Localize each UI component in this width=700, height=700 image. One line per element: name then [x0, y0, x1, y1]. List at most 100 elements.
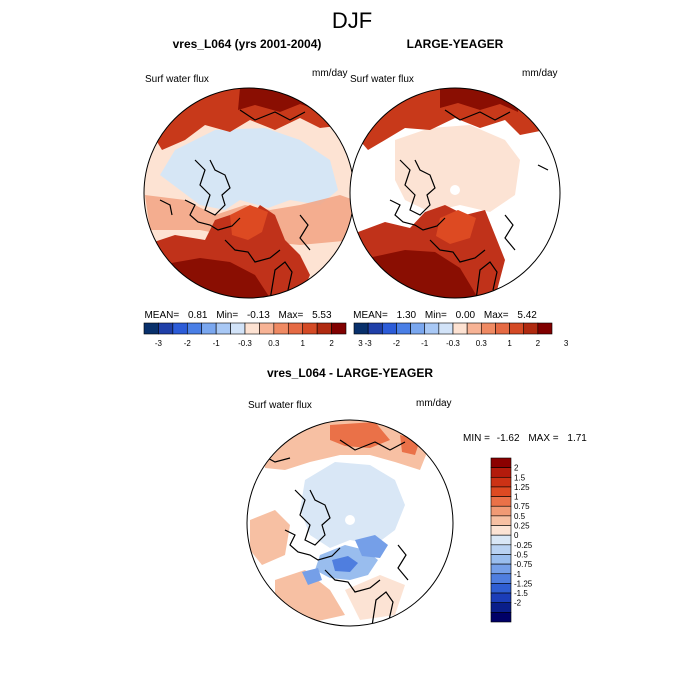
panel-difference-min-label: MIN =	[463, 433, 490, 444]
panel-left-colorbar-swatch	[201, 322, 217, 335]
panel-difference-colorbar-label: 1.25	[514, 483, 530, 492]
panel-difference-max-label: MAX =	[528, 433, 558, 444]
panel-difference-field-label: Surf water flux	[248, 400, 312, 411]
panel-right-mean-value: 1.30	[397, 310, 417, 321]
panel-left-mean-label: MEAN=	[144, 310, 179, 321]
panel-difference-map-border	[246, 419, 454, 627]
panel-right-title: LARGE-YEAGER	[407, 37, 504, 51]
panel-left-min-value: -0.13	[247, 310, 270, 321]
panel-right-colorbar-label: -2	[393, 339, 401, 348]
panel-difference-colorbar-label: -0.75	[514, 560, 533, 569]
panel-left-colorbar-swatch	[158, 322, 174, 335]
panel-difference-colorbar-label: -2	[514, 599, 522, 608]
panel-difference-units: mm/day	[416, 398, 452, 409]
panel-difference-colorbar-swatch	[490, 486, 512, 497]
panel-difference-colorbar-swatch	[490, 544, 512, 555]
panel-difference-colorbar-swatch	[490, 515, 512, 526]
panel-right-colorbar-label: 0.3	[476, 339, 488, 348]
panel-left-mean-value: 0.81	[188, 310, 208, 321]
panel-difference-colorbar-label: -1.25	[514, 579, 533, 588]
panel-difference-colorbar-label: -0.25	[514, 541, 533, 550]
panel-difference-colorbar-swatch	[490, 525, 512, 536]
panel-left-colorbar: -3 -2 -1 -0.3 0.3 1 2 3	[143, 322, 363, 348]
panel-right-colorbar-label: 3	[564, 339, 569, 348]
panel-difference-colorbar-label: 2	[514, 464, 519, 473]
panel-difference-colorbar-swatch	[490, 602, 512, 613]
panel-left-map	[144, 88, 354, 298]
panel-right-colorbar-swatch	[466, 322, 482, 335]
panel-right: LARGE-YEAGER Surf water flux mm/day	[349, 37, 569, 348]
panel-right-mean-label: MEAN=	[353, 310, 388, 321]
panel-right-field-label: Surf water flux	[350, 74, 414, 85]
panel-difference-colorbar-label: -0.5	[514, 550, 528, 559]
panel-difference-colorbar-swatch	[490, 573, 512, 584]
panel-left-colorbar-swatch	[259, 322, 275, 335]
panel-left-colorbar-swatch	[143, 322, 159, 335]
panel-right-units: mm/day	[522, 68, 558, 79]
panel-left-colorbar-swatch	[273, 322, 289, 335]
panel-left-colorbar-label: -2	[184, 339, 192, 348]
panel-difference-colorbar-swatch	[490, 505, 512, 517]
panel-left-max-label: Max=	[279, 310, 304, 321]
panel-left-colorbar-swatch	[186, 322, 203, 335]
panel-difference-colorbar-swatch	[490, 583, 512, 594]
panel-difference-colorbar-swatch	[490, 496, 512, 507]
panel-left-min-label: Min=	[216, 310, 238, 321]
panel-right-colorbar: -3 -2 -1 -0.3 0.3 1 2 3	[353, 322, 569, 348]
panel-right-map-border	[349, 87, 561, 299]
panel-difference-colorbar-label: 1.5	[514, 473, 526, 482]
panel-right-map	[350, 88, 560, 298]
panel-right-min-label: Min=	[425, 310, 447, 321]
panel-right-max-label: Max=	[484, 310, 509, 321]
panel-difference-colorbar: 21.51.2510.750.50.250-0.25-0.5-0.75-1-1.…	[490, 457, 533, 623]
panel-difference-colorbar-swatch	[490, 563, 512, 575]
panel-left-colorbar-swatch	[230, 322, 246, 335]
panel-right-colorbar-swatch	[438, 322, 454, 335]
panel-difference-max-value: 1.71	[567, 433, 587, 444]
panel-difference-coastlines	[261, 439, 409, 626]
panel-difference-colorbar-label: 0	[514, 531, 519, 540]
panel-difference-colorbar-swatch	[490, 534, 512, 546]
panel-right-colorbar-swatch	[495, 322, 510, 335]
panel-left-colorbar-swatch	[302, 322, 318, 335]
panel-right-colorbar-swatch	[424, 322, 440, 335]
panel-right-colorbar-swatch	[410, 322, 426, 335]
panel-difference-colorbar-label: -1	[514, 570, 522, 579]
panel-left-colorbar-label: -3	[155, 339, 163, 348]
panel-difference-colorbar-label: 1	[514, 493, 519, 502]
panel-difference-colorbar-swatch	[490, 592, 512, 604]
panel-left-coastlines	[159, 109, 311, 298]
panel-left-colorbar-label: 1	[300, 339, 305, 348]
panel-right-colorbar-label: -3	[365, 339, 373, 348]
panel-right-colorbar-swatch	[537, 322, 553, 335]
panel-left-field-label: Surf water flux	[145, 74, 209, 85]
panel-difference-colorbar-swatch	[490, 457, 512, 468]
panel-difference-title: vres_L064 - LARGE-YEAGER	[267, 366, 433, 380]
panel-left-colorbar-label: -1	[213, 339, 221, 348]
panel-right-colorbar-swatch	[396, 322, 411, 335]
panel-right-colorbar-swatch	[452, 322, 468, 335]
panel-difference-colorbar-swatch	[490, 612, 512, 623]
panel-right-min-value: 0.00	[456, 310, 476, 321]
panel-difference-colorbar-swatch	[490, 554, 512, 565]
panel-left-stats: MEAN= 0.81 Min= -0.13 Max= 5.53	[144, 310, 331, 321]
panel-right-colorbar-swatch	[381, 322, 397, 335]
figure-title: DJF	[332, 8, 372, 33]
panel-left-colorbar-swatch	[331, 322, 347, 335]
panel-left-colorbar-label: 0.3	[268, 339, 280, 348]
panel-difference-colorbar-swatch	[490, 476, 512, 488]
panel-difference-min-value: -1.62	[497, 433, 520, 444]
panel-left: vres_L064 (yrs 2001-2004) Surf water flu…	[143, 37, 363, 348]
panel-left-colorbar-swatch	[244, 322, 260, 335]
panel-difference-map	[247, 420, 453, 626]
panel-left-colorbar-swatch	[215, 322, 231, 335]
panel-left-colorbar-swatch	[316, 322, 332, 335]
panel-right-stats: MEAN= 1.30 Min= 0.00 Max= 5.42	[353, 310, 537, 321]
panel-right-coastlines	[389, 109, 549, 298]
panel-right-colorbar-label: 1	[507, 339, 512, 348]
panel-difference-colorbar-swatch	[490, 467, 512, 478]
panel-left-colorbar-swatch	[287, 322, 304, 335]
panel-right-colorbar-label: 2	[536, 339, 541, 348]
panel-left-title: vres_L064 (yrs 2001-2004)	[173, 37, 322, 51]
